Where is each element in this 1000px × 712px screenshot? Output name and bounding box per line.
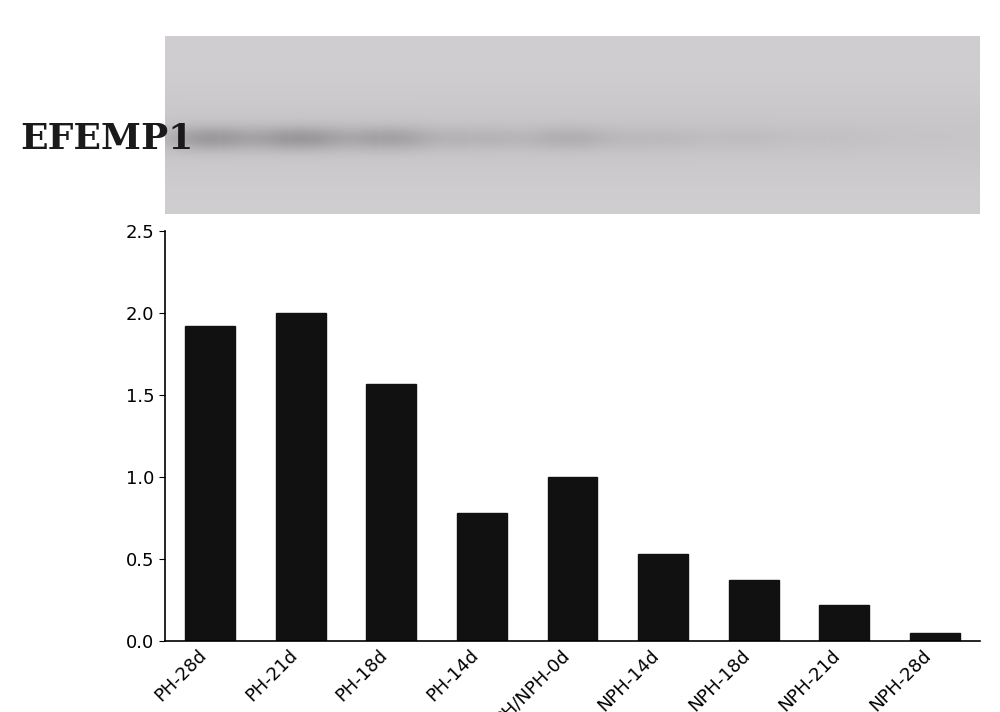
Bar (819, 604, 869, 641)
Text: EFEMP1: EFEMP1 (20, 122, 193, 156)
Bar (366, 384, 416, 641)
Bar (185, 326, 235, 641)
Bar (457, 513, 507, 641)
Bar (638, 554, 688, 641)
Bar (910, 632, 960, 641)
Bar (729, 580, 779, 641)
Bar (276, 313, 326, 641)
Bar (548, 477, 597, 641)
